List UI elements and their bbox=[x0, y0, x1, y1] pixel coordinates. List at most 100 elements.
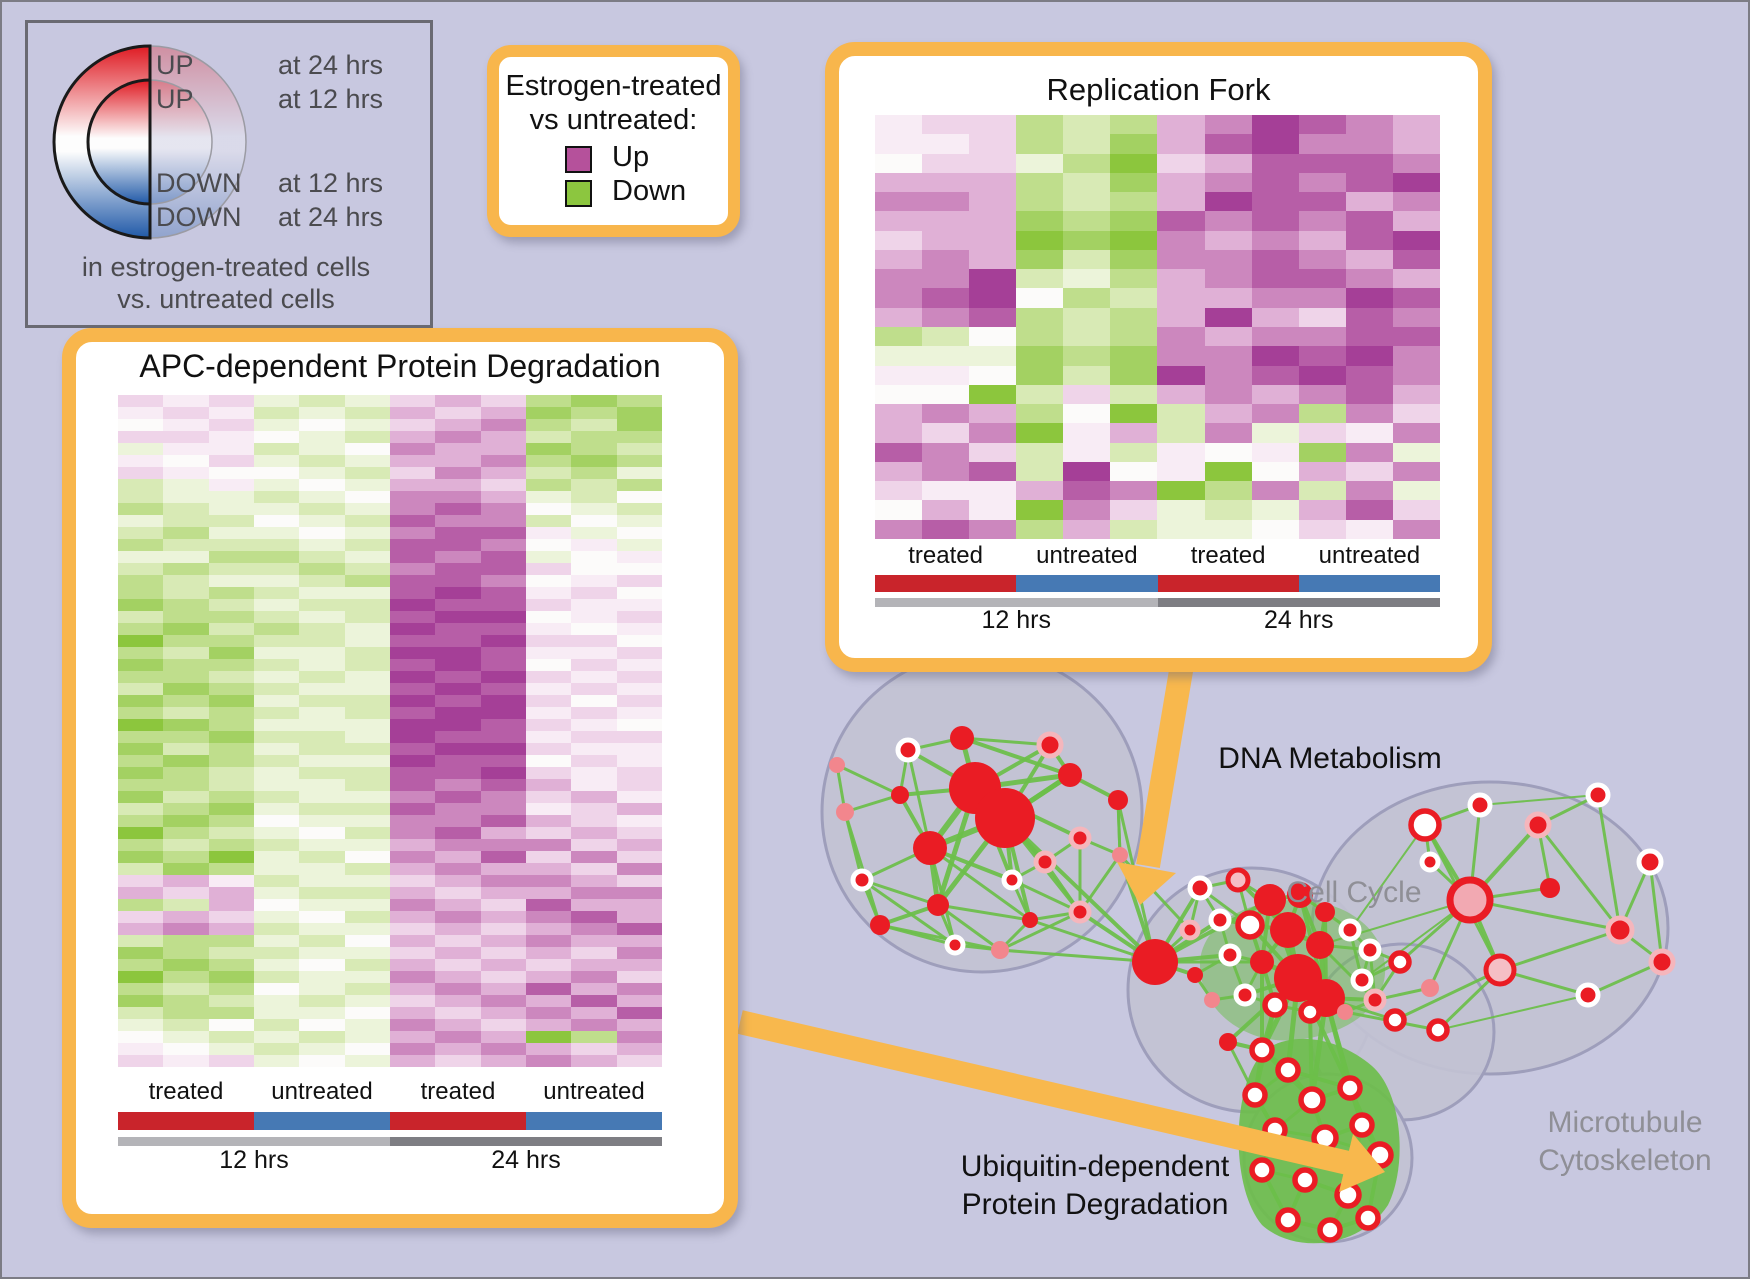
apc-cell-r27c2 bbox=[208, 719, 254, 731]
apc-cell-r43c1 bbox=[163, 911, 209, 923]
rf-cell-r5c2 bbox=[969, 211, 1017, 231]
rf-cell-r21c0 bbox=[875, 519, 923, 539]
gene-node-66-d bbox=[1298, 1086, 1326, 1114]
apc-cell-r30c10 bbox=[571, 755, 617, 767]
rf-cell-r15c5 bbox=[1110, 404, 1158, 424]
rf-cell-r10c10 bbox=[1345, 307, 1393, 327]
apc-cell-r55c11 bbox=[616, 1055, 662, 1067]
rf-cell-r20c1 bbox=[922, 500, 970, 520]
apc-cell-r52c9 bbox=[525, 1019, 572, 1031]
apc-cell-r5c4 bbox=[299, 455, 345, 467]
apc-cell-r42c11 bbox=[616, 899, 662, 911]
apc-cell-r4c6 bbox=[389, 443, 436, 455]
gene-node-14-s bbox=[1022, 912, 1038, 928]
rf-cell-r11c11 bbox=[1392, 327, 1440, 347]
apc-cell-r15c11 bbox=[616, 575, 662, 587]
apc-cell-r23c7 bbox=[435, 671, 481, 683]
gene-node-31-s bbox=[1270, 912, 1306, 948]
network-edge-142 bbox=[1536, 823, 1622, 932]
rf-cell-r2c1 bbox=[922, 153, 970, 173]
gene-node-54-pr bbox=[1605, 915, 1635, 945]
apc-cell-r42c9 bbox=[525, 899, 572, 911]
apc-cell-r13c3 bbox=[253, 551, 300, 563]
apc-cell-r54c4 bbox=[299, 1043, 345, 1055]
gene-node-65-d bbox=[1242, 1082, 1268, 1108]
rf-group-label-2: treated bbox=[1190, 542, 1266, 569]
apc-cell-r2c9 bbox=[525, 419, 572, 431]
down-label: Down bbox=[612, 175, 687, 207]
rf-condition-bar-3 bbox=[1298, 575, 1440, 592]
apc-cell-r45c7 bbox=[435, 935, 481, 947]
rf-cell-r3c7 bbox=[1204, 172, 1252, 193]
apc-cell-r11c8 bbox=[480, 527, 526, 539]
apc-cell-r34c10 bbox=[571, 803, 617, 815]
apc-cell-r31c5 bbox=[344, 767, 390, 779]
gene-node-23-pr bbox=[1179, 919, 1201, 941]
gene-node-47-d bbox=[1408, 808, 1442, 842]
rf-cell-r3c4 bbox=[1063, 172, 1111, 193]
rf-cell-r0c9 bbox=[1298, 115, 1346, 135]
apc-group-label-1: untreated bbox=[271, 1078, 373, 1105]
rf-cell-r6c3 bbox=[1016, 230, 1064, 250]
apc-cell-r19c7 bbox=[435, 623, 481, 635]
apc-cell-r49c11 bbox=[616, 983, 662, 995]
gene-node-24-wr bbox=[1187, 875, 1213, 901]
apc-cell-r7c4 bbox=[299, 479, 345, 491]
apc-cell-r37c4 bbox=[299, 839, 345, 851]
apc-cell-r38c6 bbox=[389, 851, 436, 863]
rf-cell-r7c11 bbox=[1392, 249, 1440, 270]
apc-cell-r33c2 bbox=[208, 791, 254, 803]
rf-cell-r2c7 bbox=[1204, 153, 1252, 173]
apc-cell-r49c8 bbox=[480, 983, 526, 995]
apc-cell-r49c4 bbox=[299, 983, 345, 995]
rf-cell-r1c9 bbox=[1298, 134, 1346, 154]
apc-cell-r47c2 bbox=[208, 959, 254, 971]
apc-cell-r9c2 bbox=[208, 503, 254, 515]
apc-cell-r22c2 bbox=[208, 659, 254, 671]
rf-cell-r10c6 bbox=[1157, 307, 1205, 327]
apc-cell-r46c6 bbox=[389, 947, 436, 959]
rf-cell-r0c1 bbox=[922, 115, 970, 135]
rf-cell-r6c0 bbox=[875, 230, 923, 250]
apc-cell-r54c0 bbox=[118, 1043, 164, 1055]
apc-cell-r39c9 bbox=[525, 863, 572, 875]
apc-cell-r40c11 bbox=[616, 875, 662, 887]
apc-cell-r43c6 bbox=[389, 911, 436, 923]
apc-cell-r3c11 bbox=[616, 431, 662, 443]
rf-cell-r17c6 bbox=[1157, 442, 1205, 462]
apc-cell-r50c5 bbox=[344, 995, 390, 1007]
rf-cell-r6c7 bbox=[1204, 230, 1252, 250]
label-microtubule-line1: Microtubule bbox=[1547, 1106, 1703, 1139]
wheel-row-dir-2: DOWN bbox=[156, 168, 242, 198]
apc-cell-r26c6 bbox=[389, 707, 436, 719]
rf-cell-r5c11 bbox=[1392, 211, 1440, 231]
apc-cell-r8c5 bbox=[344, 491, 390, 503]
apc-cell-r8c1 bbox=[163, 491, 209, 503]
apc-cell-r52c5 bbox=[344, 1019, 390, 1031]
apc-cell-r12c10 bbox=[571, 539, 617, 551]
up-label: Up bbox=[612, 141, 650, 173]
apc-cell-r19c5 bbox=[344, 623, 390, 635]
apc-cell-r37c10 bbox=[571, 839, 617, 851]
rf-cell-r19c10 bbox=[1345, 481, 1393, 501]
gene-node-37-s bbox=[1187, 967, 1203, 983]
apc-cell-r31c6 bbox=[389, 767, 436, 779]
apc-cell-r12c0 bbox=[118, 539, 164, 551]
apc-cell-r47c5 bbox=[344, 959, 390, 971]
apc-cell-r20c7 bbox=[435, 635, 481, 647]
rf-cell-r9c2 bbox=[969, 288, 1017, 308]
rf-cell-r13c7 bbox=[1204, 365, 1252, 385]
apc-cell-r14c5 bbox=[344, 563, 390, 575]
updown-legend-panel bbox=[487, 45, 740, 237]
rf-cell-r17c9 bbox=[1298, 442, 1346, 462]
apc-cell-r5c10 bbox=[571, 455, 617, 467]
apc-cell-r54c5 bbox=[344, 1043, 390, 1055]
rf-cell-r9c3 bbox=[1016, 288, 1064, 308]
rf-cell-r20c5 bbox=[1110, 500, 1158, 520]
apc-cell-r14c7 bbox=[435, 563, 481, 575]
apc-cell-r11c1 bbox=[163, 527, 209, 539]
apc-cell-r42c2 bbox=[208, 899, 254, 911]
wheel-row-time-1: at 12 hrs bbox=[278, 84, 384, 114]
apc-cell-r0c3 bbox=[253, 395, 300, 407]
connector-arrow-1 bbox=[737, 1010, 1351, 1175]
